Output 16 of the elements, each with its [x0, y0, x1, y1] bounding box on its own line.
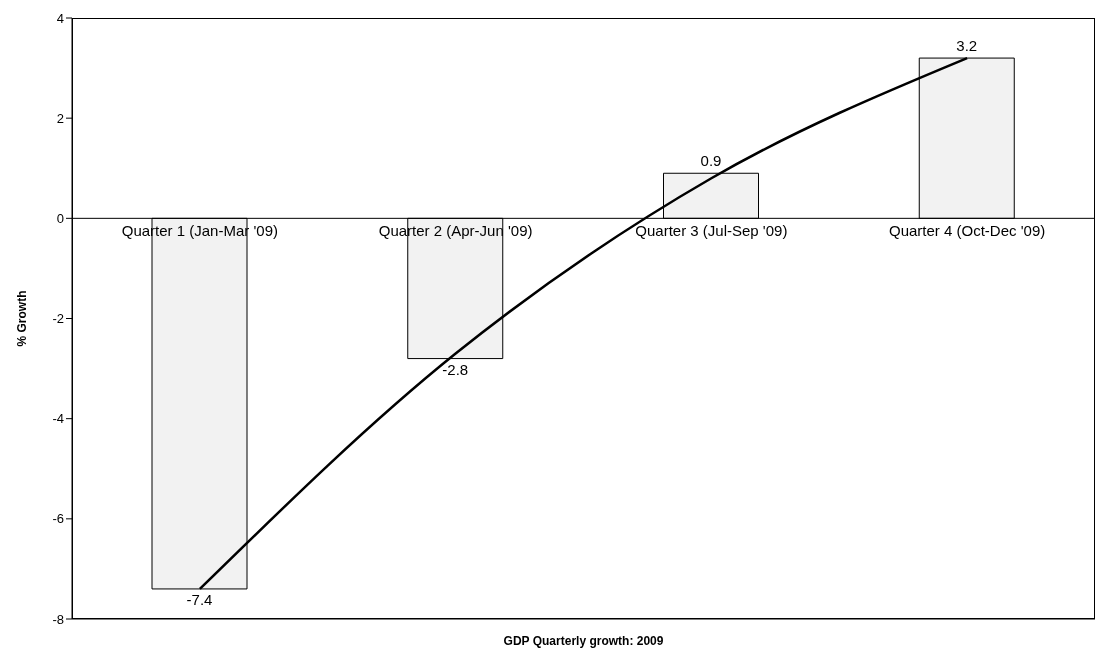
y-tick-label: -6 [52, 511, 64, 527]
y-tick-label: 4 [56, 10, 64, 26]
y-tick-label: -2 [52, 311, 64, 327]
data-label: 0.9 [700, 152, 722, 170]
x-tick-label: Quarter 4 (Oct-Dec '09) [889, 222, 1046, 240]
y-tick-label: -8 [52, 611, 64, 627]
x-tick-label: Quarter 3 (Jul-Sep '09) [635, 222, 788, 240]
data-label: -2.8 [442, 360, 469, 378]
y-axis-title: % Growth [15, 290, 30, 347]
y-tick-label: 2 [56, 110, 64, 126]
y-tick-label: 0 [56, 210, 64, 226]
data-label: 3.2 [956, 37, 978, 55]
x-tick-label: Quarter 1 (Jan-Mar '09) [121, 222, 278, 240]
x-axis-title: GDP Quarterly growth: 2009 [502, 634, 665, 648]
y-tick-label: -4 [52, 411, 64, 427]
data-label: -7.4 [186, 590, 213, 608]
